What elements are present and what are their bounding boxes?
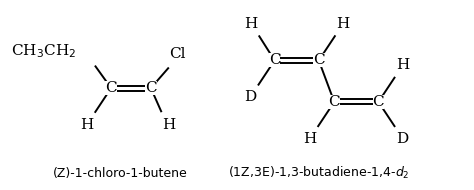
Text: H: H — [337, 17, 350, 31]
Text: C: C — [105, 81, 117, 95]
Text: H: H — [244, 17, 257, 31]
Text: C: C — [328, 95, 340, 109]
Text: H: H — [80, 118, 93, 132]
Text: (Z)-1-chloro-1-butene: (Z)-1-chloro-1-butene — [53, 167, 187, 180]
Text: Cl: Cl — [169, 47, 186, 60]
Text: D: D — [244, 90, 256, 104]
Text: D: D — [397, 132, 409, 146]
Text: C: C — [313, 53, 325, 67]
Text: C: C — [269, 53, 281, 67]
Text: CH$_3$CH$_2$: CH$_3$CH$_2$ — [10, 42, 76, 60]
Text: C: C — [373, 95, 384, 109]
Text: C: C — [145, 81, 157, 95]
Text: (1Z,3E)-1,3-butadiene-1,4-$\it{d}_2$: (1Z,3E)-1,3-butadiene-1,4-$\it{d}_2$ — [228, 165, 410, 181]
Text: H: H — [396, 58, 410, 72]
Text: H: H — [162, 118, 175, 132]
Text: H: H — [303, 132, 317, 146]
